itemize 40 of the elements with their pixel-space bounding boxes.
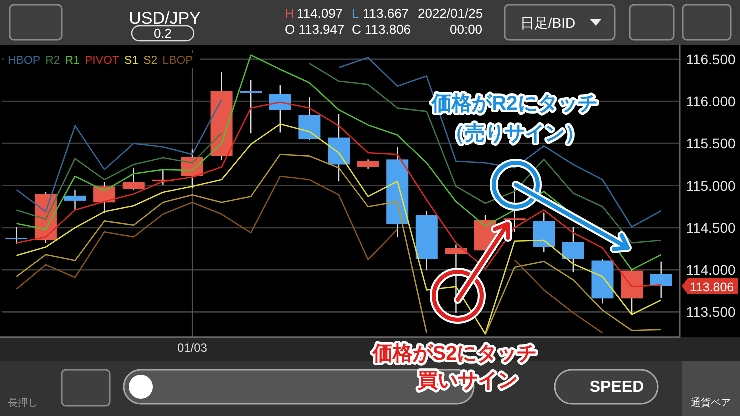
candlestick [240, 80, 262, 134]
annotation: （売りサイン） [445, 123, 585, 145]
text: C 113.806 [352, 22, 412, 37]
candlestick [650, 261, 672, 299]
text: SPEED [590, 379, 644, 396]
y-tick-label: 113.500 [686, 304, 736, 320]
candlestick [64, 189, 86, 211]
text: 通貨ペア [691, 397, 731, 409]
y-tick-label: 114.500 [686, 220, 736, 236]
text: 長押し [8, 397, 38, 409]
text: R2 [46, 55, 60, 67]
text: L [352, 6, 360, 21]
text: 113.667 [363, 6, 410, 21]
text: 価格がS2にタッチ [372, 343, 538, 365]
y-tick-label: 114.000 [686, 262, 736, 278]
text: S1 [124, 55, 139, 67]
text: 113.806 [690, 280, 734, 294]
text: O 113.947 [285, 22, 345, 37]
text: 00:00 [450, 22, 483, 37]
text: HBOP [8, 55, 41, 67]
text: 114.097 [297, 6, 344, 21]
text: 日足/BID [520, 15, 576, 31]
y-tick-label: 116.500 [686, 51, 736, 68]
text: LBOP [162, 55, 194, 67]
text: 0.2 [154, 26, 172, 41]
text: PIVOT [85, 55, 120, 67]
chart-title: USD/JPY [129, 9, 201, 28]
text: 2022/01/25 [418, 6, 484, 21]
text: H [285, 6, 294, 21]
y-tick-label: 115.500 [686, 136, 736, 152]
text: S2 [144, 55, 158, 67]
candlestick [562, 226, 584, 274]
candlestick [122, 168, 145, 191]
candlestick [357, 159, 380, 170]
text: R1 [65, 55, 80, 67]
x-tick-label: 01/03 [177, 341, 208, 355]
candlestick [6, 226, 28, 245]
y-tick-label: 116.000 [686, 94, 736, 110]
y-tick-label: 115.000 [686, 178, 736, 194]
candlestick [269, 84, 292, 134]
